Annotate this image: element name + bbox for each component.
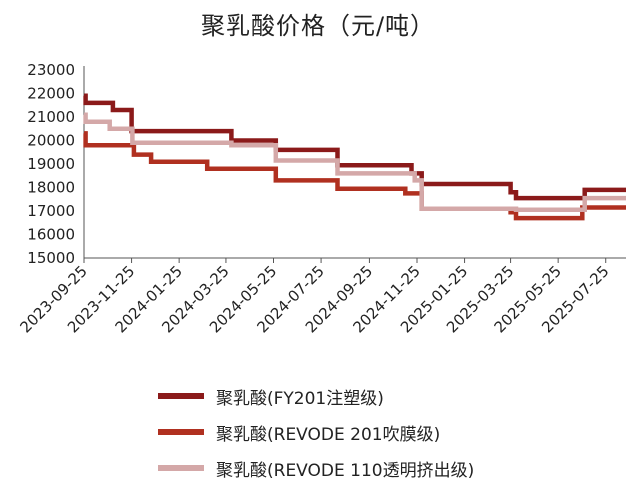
y-tick-label: 23000	[27, 61, 75, 79]
legend-label: 聚乳酸(REVODE 201吹膜级)	[216, 424, 441, 445]
y-tick-label: 22000	[27, 85, 75, 103]
series-line	[83, 93, 626, 201]
legend-swatch	[158, 429, 204, 435]
legend-item: 聚乳酸(FY201注塑级)	[158, 380, 474, 412]
legend-swatch	[158, 393, 204, 399]
series-line	[83, 131, 626, 221]
y-tick-label: 17000	[27, 202, 75, 220]
y-tick-label: 18000	[27, 179, 75, 197]
y-tick-label: 19000	[27, 155, 75, 173]
legend-label: 聚乳酸(REVODE 110透明挤出级)	[216, 460, 475, 481]
legend-label: 聚乳酸(FY201注塑级)	[216, 388, 384, 409]
series-line	[83, 112, 626, 213]
legend-item: 聚乳酸(REVODE 201吹膜级)	[158, 416, 474, 448]
legend-item: 聚乳酸(REVODE 110透明挤出级)	[158, 452, 474, 484]
y-tick-label: 16000	[27, 226, 75, 244]
chart-title: 聚乳酸价格（元/吨）	[200, 12, 436, 40]
y-tick-label: 15000	[27, 249, 75, 267]
legend-swatch	[158, 465, 204, 471]
y-tick-label: 20000	[27, 132, 75, 150]
legend: 聚乳酸(FY201注塑级) 聚乳酸(REVODE 201吹膜级) 聚乳酸(REVOD…	[158, 380, 474, 488]
y-tick-label: 21000	[27, 108, 75, 126]
